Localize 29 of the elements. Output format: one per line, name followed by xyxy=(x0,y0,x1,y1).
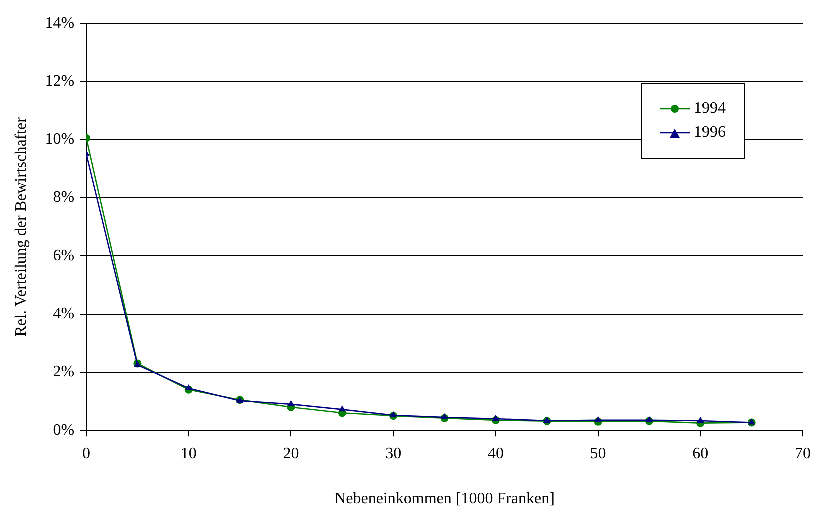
point xyxy=(390,411,398,418)
y-tick-label: 12% xyxy=(45,72,75,90)
point xyxy=(288,400,295,406)
y-axis-title: Rel. Verteilung der Bewirtschafter xyxy=(12,116,30,337)
point xyxy=(594,416,602,422)
legend-label: 1994 xyxy=(694,100,726,118)
y-tick-label: 0% xyxy=(53,422,75,439)
x-tick-label: 50 xyxy=(590,445,606,462)
y-tick-label: 14% xyxy=(45,14,75,32)
point xyxy=(697,417,704,424)
y-tick-label: 10% xyxy=(45,131,75,148)
x-tick-label: 20 xyxy=(283,445,300,462)
point xyxy=(338,406,346,412)
point xyxy=(492,414,500,421)
y-tick-label: 4% xyxy=(53,306,75,323)
point xyxy=(185,384,192,390)
x-axis-title: Nebeneinkommen [1000 Franken] xyxy=(334,490,555,508)
x-tick-label: 70 xyxy=(795,445,811,462)
y-tick-label: 2% xyxy=(53,364,75,381)
x-tick-label: 40 xyxy=(488,445,504,462)
point xyxy=(646,416,653,422)
point xyxy=(441,414,448,420)
x-tick-label: 0 xyxy=(82,445,91,462)
x-tick-label: 60 xyxy=(692,445,709,462)
x-tick-label: 10 xyxy=(180,445,197,462)
x-tick-label: 30 xyxy=(386,445,402,462)
legend-label: 1996 xyxy=(694,124,726,142)
y-tick-label: 8% xyxy=(53,189,75,206)
y-tick-label: 6% xyxy=(53,247,75,264)
